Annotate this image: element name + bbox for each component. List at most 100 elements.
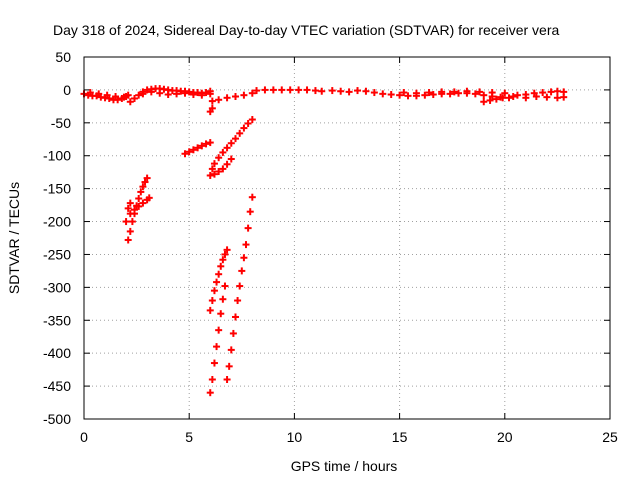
data-point [231,135,239,143]
data-point [219,148,227,156]
y-tick-label: -500 [43,411,71,427]
data-point [221,250,229,258]
data-point [543,93,551,101]
data-point [488,89,496,97]
data-point [244,119,252,127]
data-point [139,90,147,98]
data-point [236,282,244,290]
x-tick-label: 0 [80,429,88,445]
data-point [248,89,256,97]
data-point [429,91,437,99]
data-point [236,129,244,137]
data-point [219,165,227,173]
data-point [120,93,128,101]
data-point [231,313,239,321]
data-point [206,139,214,147]
data-point [225,362,233,370]
data-point [560,93,568,101]
data-point [135,91,143,99]
y-tick-label: -250 [43,246,71,262]
data-point [286,86,294,94]
data-point [208,165,216,173]
data-point [208,297,216,305]
data-point [181,89,189,97]
data-point [135,195,143,203]
data-point [240,254,248,262]
data-point [229,329,237,337]
data-point [219,295,227,303]
data-point [223,376,231,384]
data-point [126,199,134,207]
x-tick-label: 25 [602,429,618,445]
data-point [295,86,303,94]
data-point [345,88,353,96]
grid [84,57,610,419]
data-point [126,98,134,106]
data-point [509,92,517,100]
data-point [198,91,206,99]
data-point [234,297,242,305]
data-point [505,94,513,102]
data-point [455,89,463,97]
data-point [223,246,231,254]
x-tick-label: 20 [497,429,513,445]
data-point [217,262,225,270]
data-point [124,91,132,99]
data-point [210,287,218,295]
data-point [513,91,521,99]
data-point [143,174,151,182]
data-point [206,90,214,98]
data-point [208,104,216,112]
data-point [522,94,530,102]
data-point [553,87,561,95]
data-point [492,95,500,103]
data-point [206,306,214,314]
data-point [103,91,111,99]
data-point [221,282,229,290]
data-point [215,326,223,334]
plot-frame [83,56,611,420]
data-point [185,148,193,156]
data-point [227,346,235,354]
data-point [328,87,336,95]
y-tick-label: -400 [43,345,71,361]
data-point [246,208,254,216]
data-point [208,97,216,105]
y-tick-label: -350 [43,312,71,328]
data-point [248,193,256,201]
chart-title: Day 318 of 2024, Sidereal Day-to-day VTE… [53,22,559,38]
data-point [421,91,429,99]
data-point [238,267,246,275]
data-point [173,90,181,98]
y-tick-label: -450 [43,378,71,394]
data-point [217,310,225,318]
data-point [476,88,484,96]
data-point [215,154,223,162]
data-point [412,89,420,97]
data-point [156,89,164,97]
data-point [539,89,547,97]
data-point [499,94,507,102]
data-point [215,96,223,104]
data-point [215,270,223,278]
data-point [501,89,509,97]
data-point [242,241,250,249]
x-axis-label: GPS time / hours [291,458,398,474]
data-point [311,87,319,95]
data-point [261,86,269,94]
data-point [124,236,132,244]
data-point [86,89,94,97]
data-point [139,183,147,191]
data-point [370,89,378,97]
data-point [400,89,408,97]
data-point [122,218,130,226]
data-point [145,194,153,202]
data-point [223,160,231,168]
data-point [137,188,145,196]
data-point [210,359,218,367]
data-point [124,204,132,212]
data-point [164,91,172,99]
data-point [112,92,120,100]
data-point [248,116,256,124]
